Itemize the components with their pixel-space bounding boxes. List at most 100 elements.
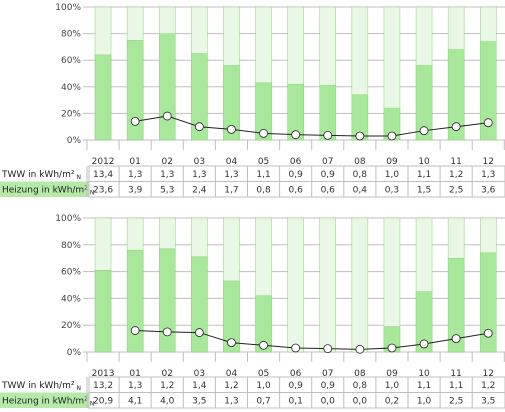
x-tick-label: 03 [194,369,205,379]
line-point [130,116,140,126]
line-point [483,118,493,128]
x-tick-label: 11 [450,369,461,379]
bar [447,257,465,353]
line-point [259,340,268,350]
table-row-label-sub: N [76,385,81,392]
bar [94,270,112,353]
table-row [88,392,505,409]
table-cell: 4,0 [160,397,175,407]
table-cell: 1,0 [385,381,400,391]
x-tick-label: 01 [129,157,140,167]
x-tick-label: 01 [129,369,140,379]
table-row-label-bg [0,181,89,197]
table-cell: 1,0 [417,397,432,407]
x-tick-label: 2013 [92,369,115,379]
table-row-label-sub: N [76,174,81,181]
x-tick-label: 04 [226,157,238,167]
table-cell: 0,0 [353,397,368,407]
x-tick-label: 09 [386,157,398,167]
table-cell: 1,3 [224,397,238,407]
table-cell: 1,3 [192,170,206,180]
bar [319,85,336,141]
y-tick-label: 60% [61,268,81,278]
line-point [387,131,397,141]
x-tick-label: 02 [162,369,173,379]
table-cell: 0,8 [256,186,271,196]
bar-background [319,217,336,353]
y-tick-label: 100% [55,3,81,13]
table-cell: 1,0 [385,170,400,180]
line-point [451,334,461,344]
bar [255,82,272,141]
bar [191,256,208,353]
table-row-label-sub: N [90,401,95,408]
table-row-label-sub: N [90,190,95,197]
table-cell: 1,3 [481,170,495,180]
x-tick-label: 02 [162,157,173,167]
series-line [135,115,489,137]
bar [126,249,144,353]
table-row-label: Heizung in kWh/m² N [2,397,94,408]
table-cell: 1,2 [481,381,495,391]
bar [447,49,465,141]
bar [415,65,433,141]
line-point [355,131,365,141]
bar [191,53,208,141]
table-cell: 2,5 [449,186,463,196]
table-cell: 2,5 [449,397,463,407]
line-point [291,343,301,353]
x-tick-label: 06 [290,157,302,167]
table-cell: 1,2 [449,170,463,180]
x-tick-label: 08 [354,157,366,167]
x-tick-label: 07 [322,369,333,379]
line-point [227,124,236,134]
table-cell: 0,6 [288,186,303,196]
table-cell: 1,7 [224,186,238,196]
line-point [194,122,204,132]
table-cell: 3,6 [481,186,496,196]
y-tick-label: 20% [61,321,81,331]
table-cell: 0,2 [385,397,399,407]
bar [223,65,240,141]
y-tick-label: 80% [61,30,81,40]
line-point [291,130,301,140]
table-row-label-bg [0,392,89,408]
x-tick-label: 06 [290,369,302,379]
table-cell: 0,9 [288,170,303,180]
bar-background [351,217,369,353]
line-point [162,327,172,337]
table-cell: 0,1 [288,397,302,407]
table-cell: 0,6 [321,186,336,196]
table-row-label: Heizung in kWh/m² N [2,186,94,197]
table-row-label-bg [0,166,89,182]
table-cell: 0,9 [321,170,336,180]
table-cell: 3,5 [192,397,206,407]
line-point [451,122,461,132]
table-cell: 1,1 [417,381,431,391]
bar [94,54,112,141]
x-tick-label: 07 [322,157,333,167]
bar [255,295,272,353]
table-row-label-bg [0,377,89,393]
line-point [419,339,429,349]
series-line [135,330,489,350]
x-tick-label: 10 [418,369,430,379]
table-cell: 0,9 [321,381,336,391]
x-tick-label: 11 [450,157,461,167]
bar [126,40,144,141]
table-cell: 1,1 [256,170,270,180]
line-point [162,111,172,121]
table-cell: 0,0 [321,397,336,407]
y-tick-label: 100% [55,214,81,224]
x-tick-label: 05 [258,369,269,379]
table-row-label: TWW in kWh/m² N [1,170,81,181]
y-tick-label: 60% [61,56,81,66]
y-tick-label: 0% [67,348,82,358]
line-point [323,130,333,140]
x-tick-label: 09 [386,369,398,379]
line-point [194,328,204,337]
table-cell: 3,5 [481,397,495,407]
table-cell: 5,3 [160,186,174,196]
table-cell: 20,9 [93,397,113,407]
x-tick-label: 05 [258,157,269,167]
